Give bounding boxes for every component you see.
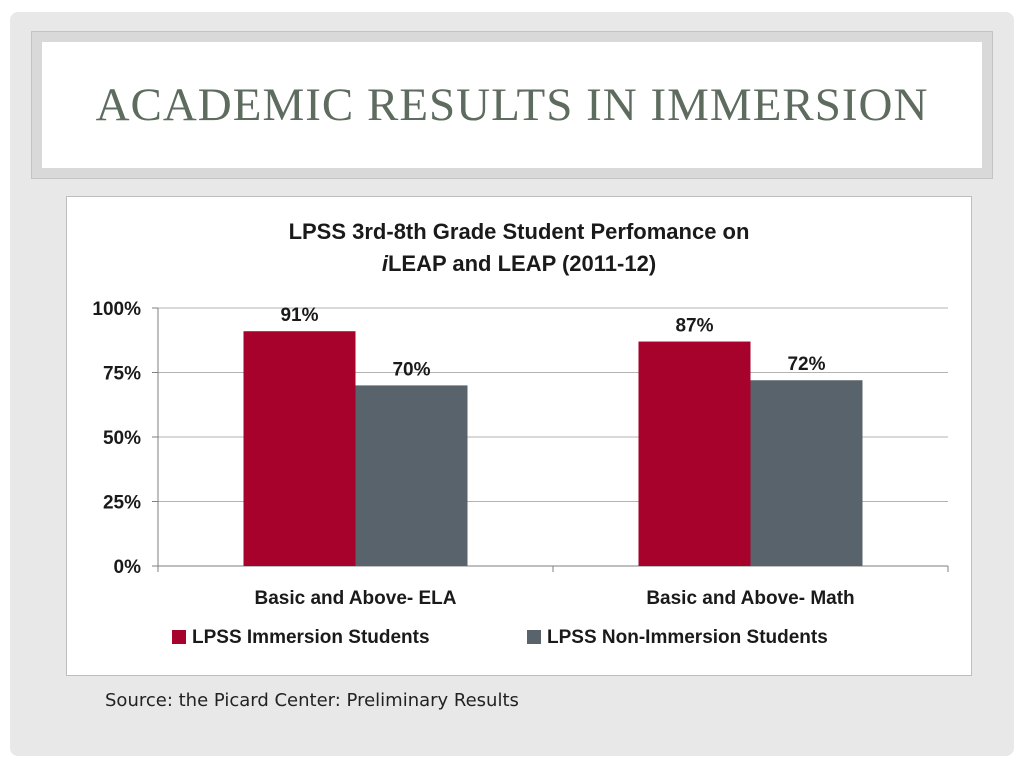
chart-panel: LPSS 3rd-8th Grade Student Perfomance on… [66, 196, 972, 676]
legend-label: LPSS Immersion Students [192, 627, 430, 648]
legend-swatch [527, 630, 541, 644]
bar [243, 331, 356, 566]
bar [355, 385, 468, 566]
title-box: ACADEMIC RESULTS IN IMMERSION [42, 42, 982, 168]
chart-title: LPSS 3rd-8th Grade Student Perfomance on [289, 219, 750, 244]
y-tick-label: 50% [103, 428, 141, 449]
legend-label: LPSS Non-Immersion Students [547, 627, 828, 648]
bar-chart: LPSS 3rd-8th Grade Student Perfomance on… [92, 219, 949, 648]
title-frame: ACADEMIC RESULTS IN IMMERSION [31, 31, 993, 179]
legend-swatch [172, 630, 186, 644]
slide-title: ACADEMIC RESULTS IN IMMERSION [95, 79, 929, 131]
chart-subtitle-rest: LEAP and LEAP (2011-12) [388, 251, 656, 276]
bar [638, 341, 751, 566]
data-label: 87% [675, 316, 713, 337]
data-label: 72% [787, 354, 825, 375]
y-tick-label: 100% [92, 299, 141, 320]
source-note: Source: the Picard Center: Preliminary R… [105, 690, 519, 711]
chart-subtitle: iLEAP and LEAP (2011-12) [382, 251, 656, 276]
y-tick-label: 25% [103, 493, 141, 514]
x-category-label: Basic and Above- Math [646, 588, 854, 609]
data-label: 91% [280, 305, 318, 326]
bar [750, 380, 863, 566]
chart-subtitle-italic: i [382, 251, 389, 276]
x-category-label: Basic and Above- ELA [254, 588, 456, 609]
y-tick-label: 75% [103, 364, 141, 385]
y-tick-label: 0% [114, 557, 142, 578]
data-label: 70% [392, 359, 430, 380]
